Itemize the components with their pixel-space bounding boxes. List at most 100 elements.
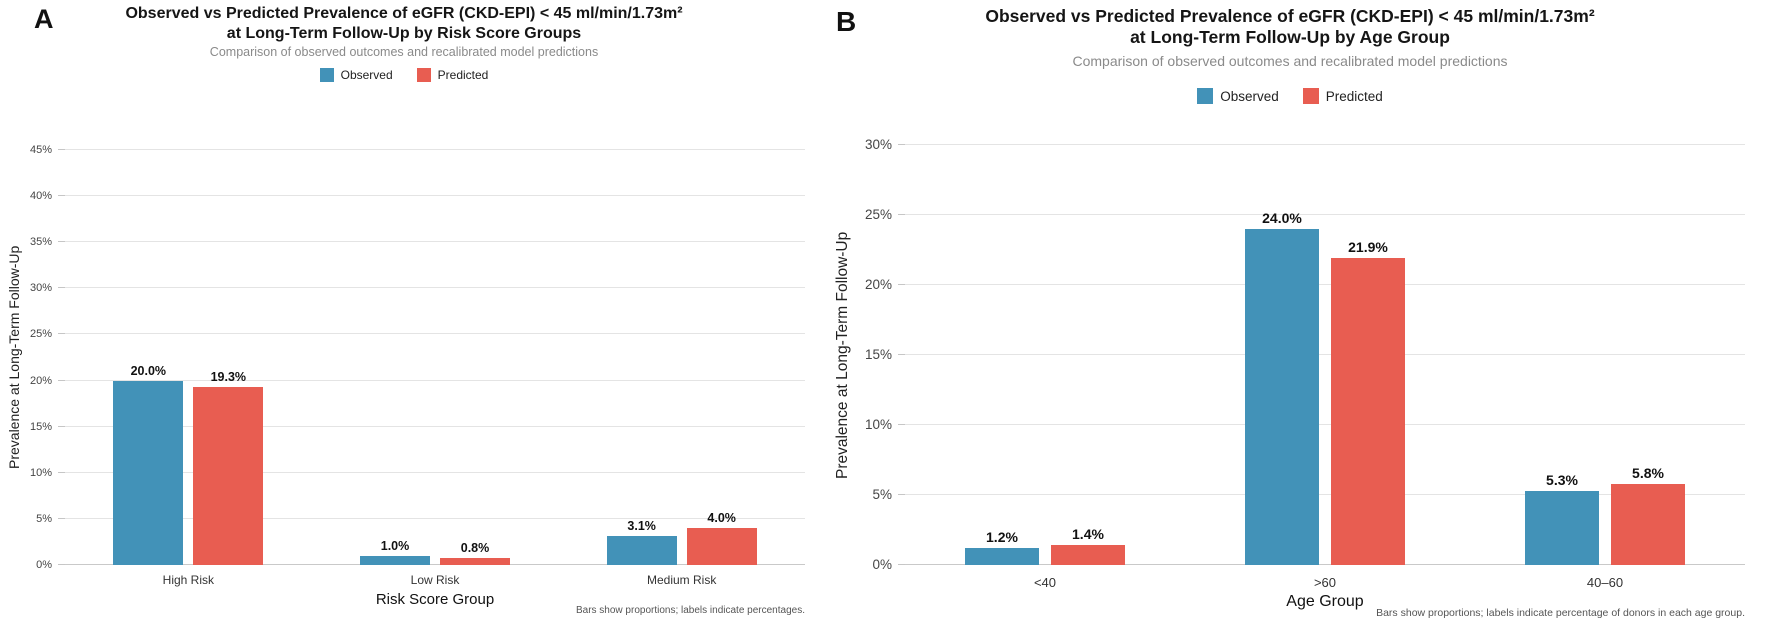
y-tick-mark <box>898 144 905 145</box>
bar-observed <box>1525 490 1599 565</box>
y-tick-label: 20% <box>864 277 892 293</box>
y-tick-mark <box>58 471 65 473</box>
legend-item-observed: Observed <box>319 68 393 82</box>
y-tick-label: 20% <box>29 374 52 387</box>
predicted-swatch-icon <box>416 68 431 82</box>
y-tick-mark <box>898 284 905 286</box>
bar-column: 5.3% <box>1525 145 1599 565</box>
bar-column: 5.8% <box>1611 145 1685 565</box>
bar-predicted <box>1050 545 1125 565</box>
y-tick-mark <box>58 241 65 243</box>
bar-group: 1.0% 0.8% <box>360 150 510 565</box>
bar-observed <box>113 380 184 565</box>
x-tick-label: Low Risk <box>410 573 460 587</box>
gridline <box>65 517 805 519</box>
y-tick-label: 10% <box>864 417 892 433</box>
bar-group: 5.3% 5.8% <box>1525 145 1685 565</box>
y-tick-label: 45% <box>29 144 52 156</box>
chart-subtitle-a: Comparison of observed outcomes and reca… <box>209 45 599 59</box>
y-tick-label: 25% <box>29 328 52 341</box>
y-tick-label: 0% <box>872 557 892 572</box>
gridline <box>905 354 1745 355</box>
y-tick-label: 15% <box>864 347 892 362</box>
footnote: Bars show proportions; labels indicate p… <box>1376 607 1745 619</box>
gridline <box>65 379 805 381</box>
gridline <box>905 284 1745 286</box>
gridline <box>905 144 1745 145</box>
bar-observed <box>360 555 430 565</box>
plot-area: 0% 5% 10% 15% 20% 25% 30% 35% 40% 45% 20.0% 19.3% Hi… <box>30 144 805 587</box>
bar-value-label: 1.4% <box>1072 526 1104 543</box>
footnote: Bars show proportions; labels indicate p… <box>575 605 805 616</box>
gridline <box>65 333 805 335</box>
y-tick-label: 5% <box>36 512 52 525</box>
y-tick-mark <box>898 564 905 565</box>
y-tick-label: 5% <box>872 487 892 503</box>
x-tick-label: 40–60 <box>1586 575 1624 590</box>
y-tick-mark <box>58 149 65 150</box>
chart-subtitle-b: Comparison of observed outcomes and reca… <box>1072 53 1508 69</box>
bar-value-label: 4.0% <box>707 511 736 526</box>
bar-predicted <box>1331 258 1405 565</box>
bar-group: 3.1% 4.0% <box>606 150 757 565</box>
y-axis-title: Prevalence at Long-Term Follow-Up <box>834 231 851 479</box>
legend-label-observed: Observed <box>1220 88 1279 104</box>
legend-item-predicted: Predicted <box>1302 88 1383 104</box>
legend-item-observed: Observed <box>1197 88 1279 104</box>
y-tick-label: 35% <box>29 236 52 249</box>
gridline <box>905 214 1745 215</box>
bar-value-label: 20.0% <box>130 363 167 378</box>
bar-observed <box>606 536 677 565</box>
chart-title-b: Observed vs Predicted Prevalence of eGFR… <box>808 6 1772 49</box>
observed-swatch-icon <box>319 68 334 82</box>
x-tick-label: High Risk <box>162 573 215 587</box>
y-tick-label: 15% <box>29 420 52 433</box>
gridline <box>65 287 805 289</box>
gridline <box>65 241 805 243</box>
x-tick-label: <40 <box>1033 575 1057 590</box>
y-tick-label: 10% <box>29 466 52 479</box>
y-tick-mark <box>898 494 905 496</box>
gridline <box>65 195 805 197</box>
bar-column: 20.0% <box>113 150 184 565</box>
y-tick-mark <box>58 287 65 289</box>
y-tick-mark <box>58 564 65 565</box>
y-tick-label: 25% <box>864 207 892 222</box>
legend-a: Observed Predicted <box>0 68 808 82</box>
bar-predicted <box>193 387 264 565</box>
bar-column: 24.0% <box>1245 145 1319 565</box>
panel-label-a: A <box>34 4 54 34</box>
y-tick-mark <box>898 424 905 426</box>
bar-value-label: 3.1% <box>627 519 656 534</box>
legend-item-predicted: Predicted <box>416 68 489 82</box>
x-tick-label: >60 <box>1313 575 1337 590</box>
bar-value-label: 0.8% <box>460 540 490 555</box>
gridline <box>65 471 805 473</box>
gridline <box>905 494 1745 496</box>
plot-area: 0% 5% 10% 15% 20% 25% 30% 1.2% 1.4% <40 24.0% 21.9%… <box>865 138 1745 590</box>
panel-label-b: B <box>836 6 857 37</box>
bar-predicted <box>686 528 757 565</box>
bar-column: 1.0% <box>360 150 430 565</box>
y-tick-label: 30% <box>864 137 892 152</box>
bar-column: 21.9% <box>1331 145 1405 565</box>
x-axis-line <box>905 564 1745 565</box>
bar-group: 24.0% 21.9% <box>1245 145 1405 565</box>
bar-value-label: 5.3% <box>1546 471 1578 488</box>
bar-column: 19.3% <box>193 150 264 565</box>
bar-value-label: 24.0% <box>1262 210 1302 226</box>
x-axis-title: Age Group <box>1286 593 1364 610</box>
bar-value-label: 1.0% <box>380 538 410 553</box>
bar-value-label: 1.2% <box>986 529 1018 546</box>
bar-predicted <box>1611 483 1685 565</box>
bar-value-label: 21.9% <box>1348 239 1388 256</box>
legend-label-predicted: Predicted <box>437 68 489 82</box>
chart-title-a: Observed vs Predicted Prevalence of eGFR… <box>0 4 808 43</box>
gridline <box>905 424 1745 426</box>
bar-column: 1.2% <box>964 145 1039 565</box>
bar-column: 3.1% <box>606 150 677 565</box>
y-axis-title: Prevalence at Long-Term Follow-Up <box>6 245 22 470</box>
panel-a-risk-score-chart: A Observed vs Predicted Prevalence of eG… <box>0 0 808 627</box>
chart-title-a-line1: Observed vs Predicted Prevalence of eGFR… <box>125 5 683 22</box>
chart-title-a-line2: at Long-Term Follow-Up by Risk Score Gro… <box>226 24 582 42</box>
